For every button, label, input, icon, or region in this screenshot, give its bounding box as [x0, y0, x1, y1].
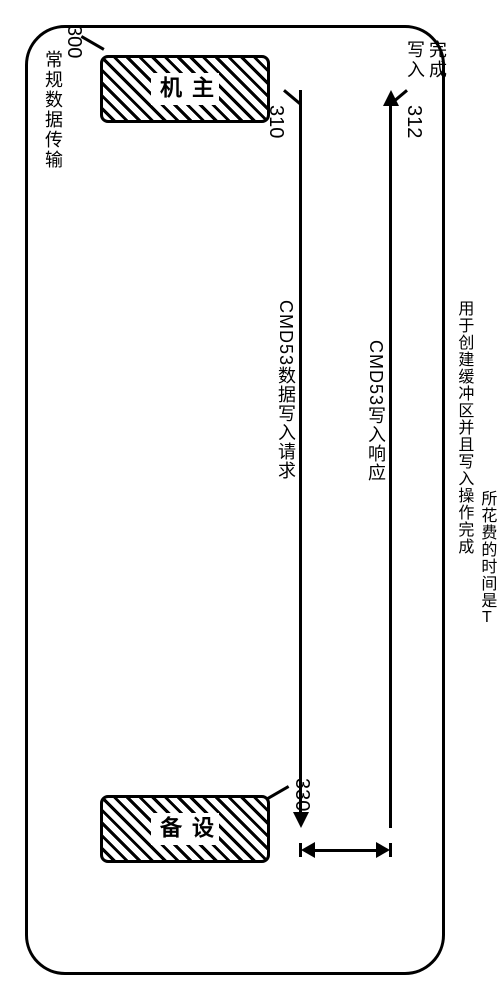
request-arrow-head — [293, 812, 309, 828]
write-complete-2: 完成 — [424, 40, 450, 80]
bracket-arrow-right — [376, 842, 390, 858]
device-box-v2: 设备 — [100, 795, 270, 863]
note-line1: 用于创建缓冲区并且写入操作完成 — [452, 300, 474, 555]
request-label: CMD53数据写入请求 — [273, 300, 299, 480]
request-ref: 310 — [264, 105, 287, 138]
response-ref: 312 — [402, 105, 425, 138]
device-ref-v2: 330 — [290, 778, 313, 811]
response-label: CMD53写入响应 — [363, 340, 389, 482]
bracket-hline — [313, 849, 378, 852]
response-arrow-line — [389, 104, 392, 828]
note-line2: 所花费的时间是T — [475, 490, 497, 627]
host-box-v2: 主机 — [100, 55, 270, 123]
host-ref-v2: 300 — [62, 25, 85, 58]
frame-title: 常规数据传输 — [40, 50, 66, 170]
host-label-v2: 主机 — [151, 73, 219, 105]
request-arrow-line — [299, 90, 302, 814]
device-label-v2: 设备 — [151, 813, 219, 845]
